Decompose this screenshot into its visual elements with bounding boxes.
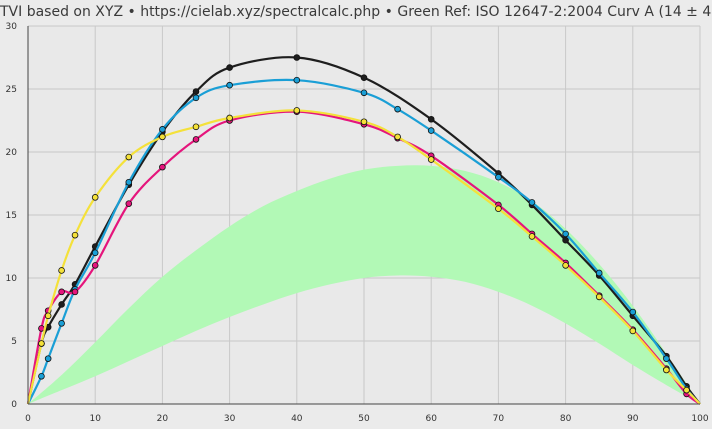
series-3-point [562, 262, 569, 269]
series-3-point [293, 107, 301, 114]
series-line-1 [27, 78, 701, 405]
series-2-point [71, 288, 79, 296]
series-1-point [91, 249, 99, 257]
series-1-point [528, 199, 536, 206]
series-1-point [562, 230, 569, 238]
series-1-point [159, 126, 166, 133]
y-tick-label: 25 [6, 85, 17, 95]
x-tick-label: 80 [560, 414, 572, 424]
series-1-point [595, 269, 603, 277]
chart-title: TVI based on XYZ • https://cielab.xyz/sp… [0, 4, 712, 20]
series-3-point [71, 231, 79, 239]
series-3-point [125, 153, 133, 161]
y-tick-label: 0 [11, 400, 17, 410]
series-3-point [226, 114, 233, 122]
x-tick-label: 50 [358, 414, 370, 424]
series-3-point [91, 194, 99, 201]
series-0-point [427, 115, 435, 123]
series-1-point [360, 89, 368, 97]
series-3-point [44, 312, 52, 320]
series-0-point [293, 54, 301, 61]
series-1-point [663, 355, 670, 362]
series-0-point [360, 74, 368, 81]
series-2-point [159, 163, 166, 171]
x-tick-label: 0 [25, 414, 31, 424]
x-tick-label: 10 [89, 414, 101, 424]
series-2-point [58, 288, 65, 296]
series-2-point [192, 136, 200, 143]
series-3-point [595, 293, 603, 301]
reference-band [28, 165, 700, 404]
x-tick-label: 70 [493, 414, 505, 424]
series-3-point [38, 340, 45, 347]
series-1-point [495, 173, 502, 181]
x-tick-label: 90 [627, 414, 639, 424]
series-0-point [58, 301, 65, 308]
x-tick-label: 60 [425, 414, 437, 424]
series-3-point [495, 205, 502, 213]
x-tick-label: 30 [224, 414, 236, 424]
series-1-point [629, 308, 637, 316]
series-1-point [58, 320, 65, 327]
series-3-point [629, 327, 637, 335]
series-1-point [192, 94, 200, 102]
series-3-point [528, 233, 536, 240]
series-line-3 [26, 109, 701, 405]
series-2-point [125, 200, 133, 207]
x-tick-label: 100 [691, 414, 708, 424]
series-3-point [427, 156, 435, 163]
y-tick-label: 20 [6, 148, 18, 158]
series-0-point [562, 236, 569, 244]
series-3-point [192, 123, 200, 131]
series-1-point [44, 355, 52, 362]
series-1-point [226, 81, 233, 89]
y-tick-label: 30 [6, 22, 18, 32]
series-1-point [427, 127, 435, 134]
y-tick-label: 5 [11, 337, 17, 347]
series-0-point [192, 88, 200, 95]
series-3-point [663, 366, 670, 374]
series-3-point [360, 118, 368, 126]
series-1-point [394, 105, 401, 113]
y-tick-label: 10 [6, 274, 18, 284]
series-3-point [683, 386, 690, 394]
series-3-point [394, 133, 401, 141]
series-1-point [293, 76, 301, 84]
y-tick-label: 15 [6, 211, 17, 221]
series-3-point [159, 133, 166, 141]
series-3-point [58, 267, 65, 274]
series-0-point [226, 64, 233, 71]
series-2-point [91, 262, 99, 269]
x-tick-label: 20 [157, 414, 169, 424]
series-1-point [125, 178, 133, 186]
series-1-point [38, 372, 45, 380]
x-tick-label: 40 [291, 414, 303, 424]
